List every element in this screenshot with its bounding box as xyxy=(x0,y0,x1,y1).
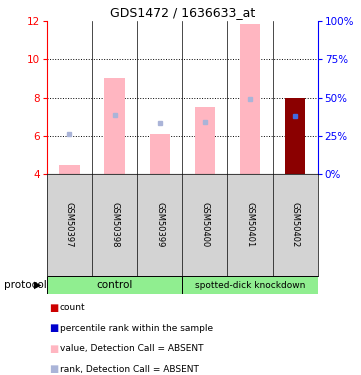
Text: ■: ■ xyxy=(49,344,58,354)
Bar xyxy=(285,98,305,174)
Text: ■: ■ xyxy=(49,364,58,374)
Text: rank, Detection Call = ABSENT: rank, Detection Call = ABSENT xyxy=(60,365,199,374)
Text: GSM50401: GSM50401 xyxy=(245,202,255,248)
Text: GSM50400: GSM50400 xyxy=(200,202,209,248)
Bar xyxy=(195,107,215,174)
Text: ■: ■ xyxy=(49,323,58,333)
Bar xyxy=(47,276,182,294)
Text: GSM50398: GSM50398 xyxy=(110,202,119,248)
Text: value, Detection Call = ABSENT: value, Detection Call = ABSENT xyxy=(60,344,203,353)
Bar xyxy=(149,134,170,174)
Title: GDS1472 / 1636633_at: GDS1472 / 1636633_at xyxy=(110,6,255,20)
Bar xyxy=(182,276,318,294)
Bar xyxy=(59,165,80,174)
Bar xyxy=(104,78,125,174)
Text: spotted-dick knockdown: spotted-dick knockdown xyxy=(195,280,305,290)
Text: percentile rank within the sample: percentile rank within the sample xyxy=(60,324,213,333)
Text: protocol: protocol xyxy=(4,280,46,290)
Text: count: count xyxy=(60,303,85,312)
Text: ▶: ▶ xyxy=(34,280,42,290)
Text: GSM50402: GSM50402 xyxy=(291,202,300,248)
Text: ■: ■ xyxy=(49,303,58,312)
Text: GSM50397: GSM50397 xyxy=(65,202,74,248)
Text: control: control xyxy=(96,280,133,290)
Bar xyxy=(240,24,260,174)
Text: GSM50399: GSM50399 xyxy=(155,202,164,248)
